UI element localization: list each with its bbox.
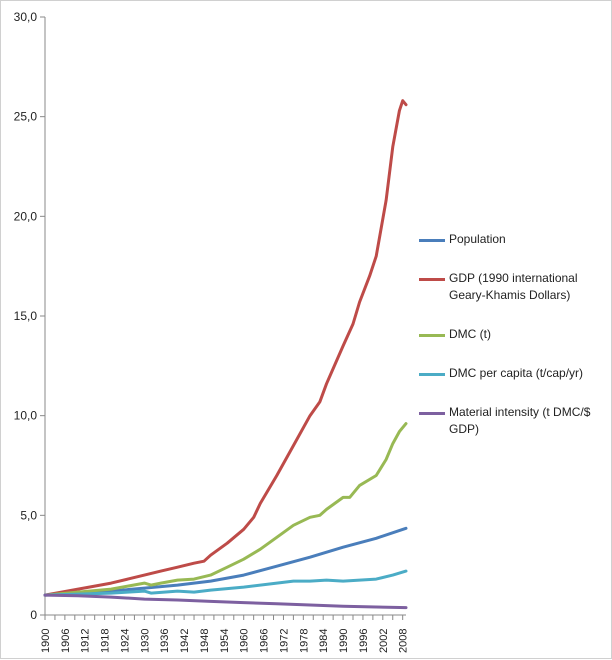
x-tick-label: 1918 — [100, 629, 112, 653]
x-tick-label: 1930 — [139, 629, 151, 653]
y-tick-label: 5,0 — [20, 508, 37, 522]
x-tick-label: 1984 — [318, 629, 330, 653]
x-tick-label: 1966 — [259, 629, 271, 653]
series-line-material-intensity — [43, 593, 408, 610]
x-tick-label: 1948 — [199, 629, 211, 653]
x-tick-label: 1942 — [179, 629, 191, 653]
legend-label-material-intensity: Material intensity (t DMC/$ GDP) — [449, 405, 591, 436]
y-tick-label: 25,0 — [14, 110, 38, 124]
legend-swatch-dmc-per-capita — [419, 373, 445, 376]
x-tick-label: 2002 — [378, 629, 390, 653]
y-tick-label: 30,0 — [14, 10, 38, 24]
legend-swatch-population — [419, 239, 445, 242]
x-tick-label: 1972 — [278, 629, 290, 653]
x-tick-label: 1912 — [80, 629, 92, 653]
legend-swatch-gdp — [419, 278, 445, 281]
legend-label-gdp: GDP (1990 international Geary-Khamis Dol… — [449, 271, 578, 302]
x-tick-label: 1996 — [358, 629, 370, 653]
x-tick-label: 1900 — [40, 629, 52, 653]
legend-label-population: Population — [449, 232, 506, 246]
legend-item-dmc-per-capita: DMC per capita (t/cap/yr) — [419, 365, 609, 382]
legend-swatch-material-intensity — [419, 412, 445, 415]
y-tick-label: 10,0 — [14, 409, 38, 423]
legend-item-material-intensity: Material intensity (t DMC/$ GDP) — [419, 404, 609, 438]
x-tick-label: 1924 — [119, 629, 131, 653]
series-line-population — [43, 526, 408, 597]
x-tick-label: 2008 — [398, 629, 410, 653]
y-tick-label: 20,0 — [14, 209, 38, 223]
series-line-dmc-per-capita — [43, 569, 408, 597]
y-tick-label: 0 — [30, 608, 37, 622]
legend-swatch-dmc — [419, 334, 445, 337]
series-line-dmc — [43, 422, 408, 597]
x-tick-label: 1906 — [60, 629, 72, 653]
legend-item-gdp: GDP (1990 international Geary-Khamis Dol… — [419, 270, 609, 304]
x-tick-label: 1990 — [338, 629, 350, 653]
y-tick-label: 15,0 — [14, 309, 38, 323]
x-tick-label: 1960 — [239, 629, 251, 653]
series-line-gdp — [43, 99, 408, 597]
x-tick-label: 1954 — [219, 629, 231, 653]
legend-label-dmc: DMC (t) — [449, 327, 491, 341]
legend-label-dmc-per-capita: DMC per capita (t/cap/yr) — [449, 366, 584, 380]
legend: Population GDP (1990 international Geary… — [419, 231, 609, 460]
legend-item-dmc: DMC (t) — [419, 326, 609, 343]
legend-item-population: Population — [419, 231, 609, 248]
x-tick-label: 1978 — [298, 629, 310, 653]
x-tick-label: 1936 — [159, 629, 171, 653]
